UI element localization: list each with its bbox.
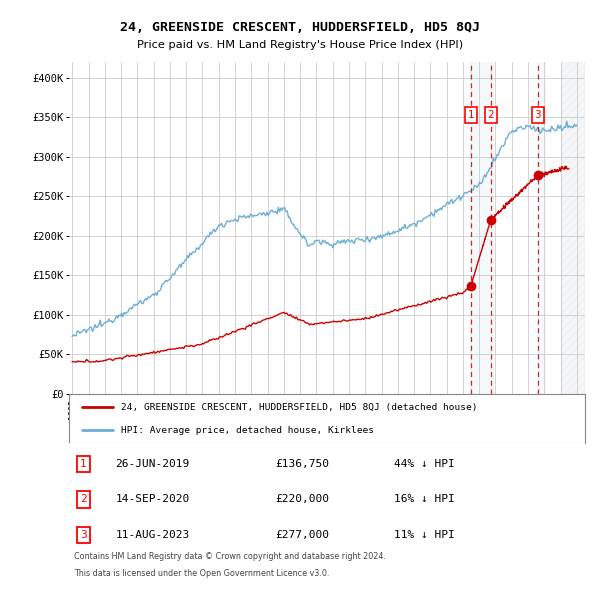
Text: Price paid vs. HM Land Registry's House Price Index (HPI): Price paid vs. HM Land Registry's House … <box>137 40 463 50</box>
Text: Contains HM Land Registry data © Crown copyright and database right 2024.: Contains HM Land Registry data © Crown c… <box>74 552 386 560</box>
Text: 3: 3 <box>535 110 541 120</box>
Text: £277,000: £277,000 <box>275 530 329 540</box>
Bar <box>560 62 585 394</box>
Text: 1: 1 <box>467 110 474 120</box>
Text: This data is licensed under the Open Government Licence v3.0.: This data is licensed under the Open Gov… <box>74 569 329 578</box>
Text: 3: 3 <box>80 530 87 540</box>
Text: 44% ↓ HPI: 44% ↓ HPI <box>394 459 455 469</box>
Text: 24, GREENSIDE CRESCENT, HUDDERSFIELD, HD5 8QJ: 24, GREENSIDE CRESCENT, HUDDERSFIELD, HD… <box>120 21 480 34</box>
Text: 11% ↓ HPI: 11% ↓ HPI <box>394 530 455 540</box>
Text: 16% ↓ HPI: 16% ↓ HPI <box>394 494 455 504</box>
Bar <box>470 62 493 394</box>
Point <box>78 427 86 434</box>
Text: 14-SEP-2020: 14-SEP-2020 <box>115 494 190 504</box>
Text: £136,750: £136,750 <box>275 459 329 469</box>
Point <box>78 404 86 411</box>
Text: £220,000: £220,000 <box>275 494 329 504</box>
Text: 11-AUG-2023: 11-AUG-2023 <box>115 530 190 540</box>
Bar <box>537 62 545 394</box>
Text: 26-JUN-2019: 26-JUN-2019 <box>115 459 190 469</box>
Text: 2: 2 <box>487 110 494 120</box>
Text: HPI: Average price, detached house, Kirklees: HPI: Average price, detached house, Kirk… <box>121 426 374 435</box>
Text: 2: 2 <box>80 494 87 504</box>
Text: 1: 1 <box>80 459 87 469</box>
Point <box>109 427 116 434</box>
Point <box>109 404 116 411</box>
Text: 24, GREENSIDE CRESCENT, HUDDERSFIELD, HD5 8QJ (detached house): 24, GREENSIDE CRESCENT, HUDDERSFIELD, HD… <box>121 403 477 412</box>
